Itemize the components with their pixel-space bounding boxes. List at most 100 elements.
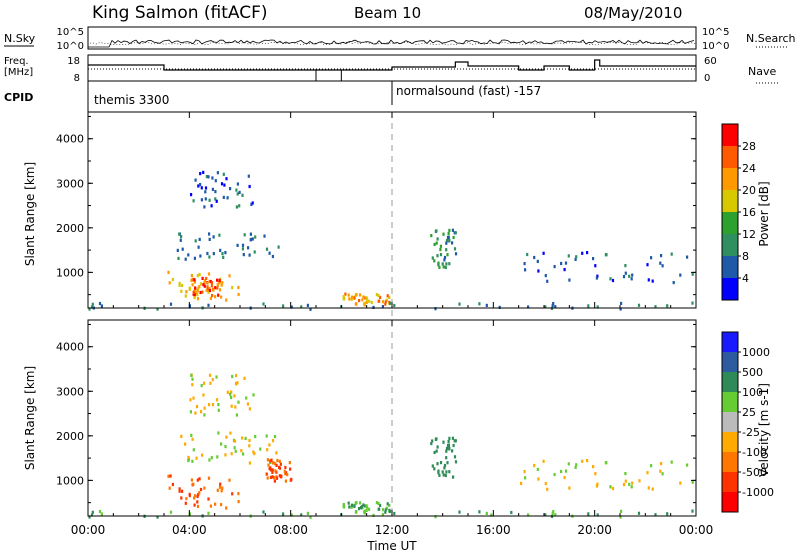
- data-cell: [384, 302, 387, 306]
- data-cell: [284, 465, 287, 470]
- data-cell: [254, 435, 257, 439]
- data-cell: [458, 302, 461, 306]
- data-cell: [206, 281, 209, 285]
- data-cell: [443, 466, 446, 470]
- velocity-cells: [88, 373, 694, 519]
- data-cell: [222, 255, 225, 259]
- data-cell: [265, 247, 269, 251]
- data-cell: [438, 265, 441, 269]
- data-cell: [567, 254, 570, 258]
- freq-tick-top: 18: [67, 56, 80, 67]
- data-cell: [193, 295, 196, 300]
- data-cell: [194, 411, 197, 415]
- data-cell: [196, 500, 199, 504]
- data-cell: [236, 381, 239, 385]
- data-cell: [278, 465, 281, 469]
- data-cell: [446, 235, 450, 240]
- colorbar-swatch: [722, 452, 738, 473]
- data-cell: [212, 235, 215, 239]
- colorbar-swatch: [722, 332, 738, 353]
- data-cell: [88, 515, 91, 519]
- colorbar-label: -500: [742, 466, 767, 479]
- colorbar-label: -25: [742, 426, 760, 439]
- data-cell: [445, 447, 449, 451]
- data-cell: [212, 288, 215, 292]
- data-cell: [199, 282, 203, 286]
- data-cell: [581, 459, 584, 463]
- data-cell: [100, 304, 103, 308]
- data-cell: [231, 374, 234, 379]
- data-cell: [568, 486, 571, 490]
- data-cell: [244, 436, 247, 441]
- data-cell: [300, 513, 303, 517]
- data-cell: [660, 254, 663, 258]
- data-cell: [237, 285, 240, 290]
- data-cell: [248, 407, 251, 411]
- data-cell: [454, 231, 457, 235]
- y-tick-label: 2000: [56, 430, 84, 443]
- data-cell: [228, 274, 231, 278]
- data-cell: [203, 486, 206, 490]
- data-cell: [359, 293, 362, 297]
- data-cell: [377, 502, 380, 506]
- data-cell: [289, 467, 292, 471]
- data-cell: [300, 305, 303, 309]
- data-cell: [624, 264, 627, 268]
- data-cell: [262, 510, 265, 514]
- data-cell: [527, 513, 530, 517]
- data-cell: [433, 467, 436, 471]
- data-cell: [672, 281, 675, 285]
- data-cell: [574, 257, 577, 261]
- data-cell: [595, 276, 598, 280]
- data-cell: [444, 473, 447, 478]
- data-cell: [284, 479, 287, 483]
- data-cell: [434, 229, 437, 233]
- data-cell: [381, 508, 385, 512]
- data-cell: [214, 502, 217, 506]
- data-cell: [354, 510, 357, 514]
- data-cell: [271, 439, 275, 443]
- data-cell: [210, 281, 214, 285]
- data-cell: [510, 510, 513, 515]
- data-cell: [443, 258, 446, 262]
- data-cell: [285, 471, 288, 475]
- data-cell: [280, 475, 283, 479]
- data-cell: [207, 403, 211, 407]
- data-cell: [560, 469, 563, 474]
- data-cell: [448, 262, 451, 266]
- data-cell: [458, 510, 461, 514]
- data-cell: [567, 462, 570, 466]
- data-cell: [208, 458, 211, 462]
- data-cell: [537, 477, 540, 481]
- x-tick-label: 04:00: [172, 523, 207, 537]
- data-cell: [347, 293, 350, 297]
- colorbar-swatch: [722, 190, 738, 213]
- data-cell: [203, 279, 207, 283]
- data-cell: [238, 204, 241, 208]
- data-cell: [156, 515, 159, 519]
- data-cell: [208, 237, 211, 241]
- data-cell: [181, 247, 184, 251]
- data-cell: [220, 182, 224, 186]
- data-cell: [271, 468, 274, 472]
- data-cell: [355, 292, 358, 297]
- data-cell: [523, 262, 526, 266]
- data-cell: [306, 511, 309, 515]
- data-cell: [187, 455, 190, 459]
- data-cell: [199, 290, 202, 295]
- freq-label-2: [MHz]: [4, 67, 33, 78]
- data-cell: [247, 174, 250, 178]
- data-cell: [203, 281, 206, 285]
- data-cell: [167, 474, 170, 478]
- data-cell: [651, 487, 654, 491]
- data-cell: [551, 511, 554, 516]
- data-cell: [218, 485, 222, 489]
- data-cell: [388, 509, 392, 513]
- data-cell: [219, 482, 222, 486]
- power-colorbar: 28 24 20 16 12 8 4: [721, 123, 756, 301]
- data-cell: [273, 479, 276, 483]
- data-cell: [217, 408, 220, 412]
- data-cell: [176, 248, 179, 252]
- colorbar-swatch: [722, 372, 738, 393]
- data-cell: [454, 252, 458, 256]
